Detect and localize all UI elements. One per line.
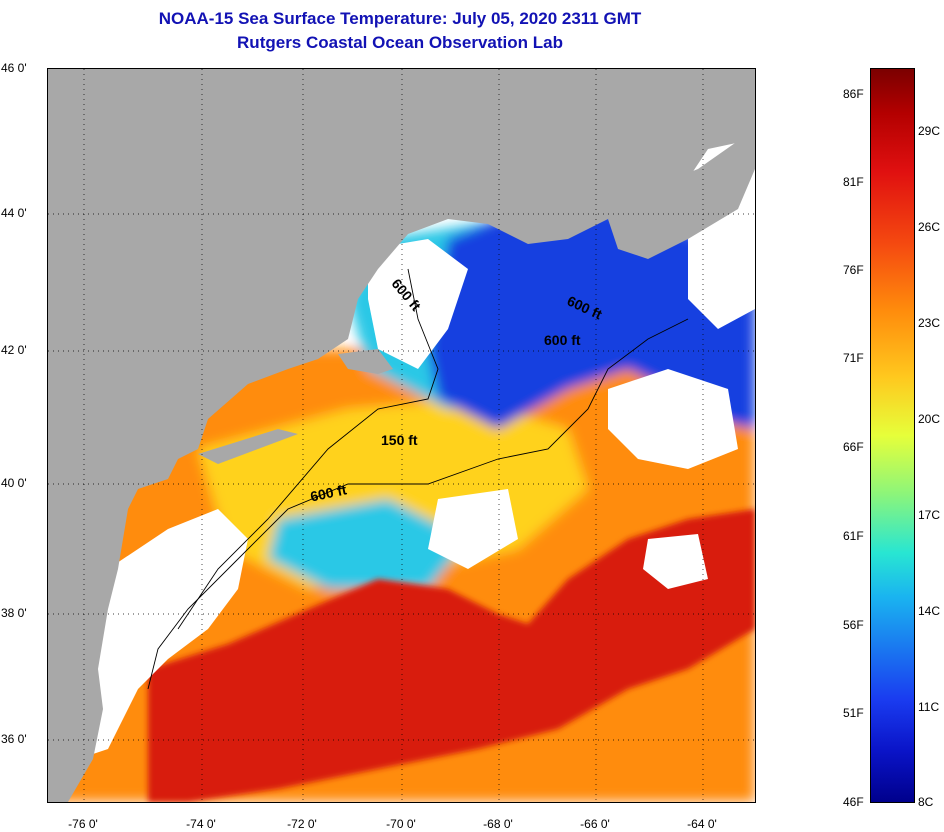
contour-600ft	[147, 318, 689, 690]
lat-tick-label: 36 0'	[1, 732, 27, 746]
colorbar-c-label: 14C	[918, 604, 941, 618]
contour-label: 600 ft	[309, 481, 348, 504]
cloud-patch	[643, 534, 708, 589]
land	[48, 69, 755, 802]
sst-map: 600 ft 600 ft 600 ft 150 ft 600 ft	[47, 68, 756, 803]
colorbar-c-label: 29C	[918, 124, 941, 138]
contour-label: 600 ft	[544, 332, 581, 348]
cape-cod	[338, 349, 393, 374]
cloud-patch	[368, 239, 468, 369]
colorbar-f-label: 61F	[843, 529, 864, 543]
lon-tick-label: -68 0'	[483, 817, 513, 831]
colorbar-f-label: 76F	[843, 263, 864, 277]
lat-tick-label: 40 0'	[1, 476, 27, 490]
lat-tick-label: 44 0'	[1, 206, 27, 220]
lon-tick-label: -76 0'	[68, 817, 98, 831]
temperature-colorbar	[870, 68, 915, 803]
cloud-patch	[608, 369, 738, 469]
gulf-stream-band	[148, 509, 755, 802]
lon-tick-label: -66 0'	[580, 817, 610, 831]
colorbar-c-label: 8C	[918, 795, 934, 809]
colorbar-c-label: 17C	[918, 508, 941, 522]
colorbar-f-label: 51F	[843, 706, 864, 720]
lon-tick-label: -74 0'	[186, 817, 216, 831]
colorbar-c-label: 23C	[918, 316, 941, 330]
bathymetry-contours	[147, 268, 689, 690]
cloud-patch	[688, 219, 755, 329]
lat-tick-label: 46 0'	[1, 61, 27, 75]
colorbar-c-label: 11C	[918, 700, 940, 714]
colorbar-f-label: 81F	[843, 175, 864, 189]
map-title: NOAA-15 Sea Surface Temperature: July 05…	[158, 9, 642, 28]
lat-tick-label: 42 0'	[1, 343, 27, 357]
sst-map-canvas: 600 ft 600 ft 600 ft 150 ft 600 ft	[48, 69, 755, 802]
colorbar-f-label: 86F	[843, 87, 864, 101]
long-island	[198, 429, 298, 464]
contour-150ft	[177, 268, 439, 630]
map-subtitle: Rutgers Coastal Ocean Observation Lab	[237, 33, 563, 52]
colorbar-c-label: 26C	[918, 220, 941, 234]
lat-tick-label: 38 0'	[1, 606, 27, 620]
colorbar-f-label: 56F	[843, 618, 864, 632]
colorbar-f-label: 66F	[843, 440, 864, 454]
colorbar-f-label: 46F	[843, 795, 864, 809]
lon-tick-label: -64 0'	[687, 817, 717, 831]
lon-tick-label: -70 0'	[386, 817, 416, 831]
sst-cool-region	[268, 499, 468, 589]
colorbar-c-label: 20C	[918, 412, 941, 426]
colorbar-f-label: 71F	[843, 351, 864, 365]
nova-scotia	[608, 129, 755, 259]
graticule	[48, 69, 755, 802]
contour-label: 150 ft	[381, 432, 418, 448]
lon-tick-label: -72 0'	[287, 817, 317, 831]
cloud-patch	[428, 489, 518, 569]
gulf-stream	[148, 509, 755, 802]
north-american-coast	[48, 69, 755, 802]
